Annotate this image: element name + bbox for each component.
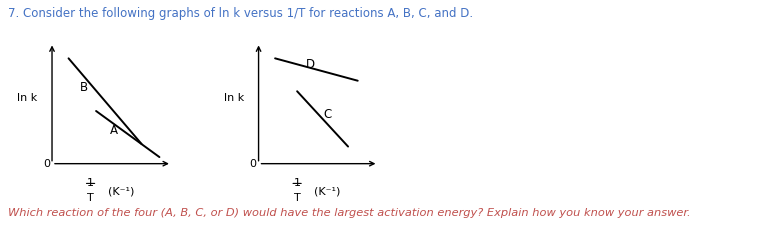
Text: D: D	[306, 58, 315, 72]
Text: 7. Consider the following graphs of ln k versus 1/T for reactions A, B, C, and D: 7. Consider the following graphs of ln k…	[8, 7, 473, 20]
Text: T: T	[294, 193, 301, 203]
Text: 0: 0	[43, 159, 50, 169]
Text: ln k: ln k	[17, 93, 37, 103]
Text: T: T	[87, 193, 94, 203]
Text: C: C	[324, 109, 331, 121]
Text: 0: 0	[249, 159, 256, 169]
Text: 1: 1	[87, 178, 94, 188]
Text: (K⁻¹): (K⁻¹)	[108, 186, 134, 196]
Text: B: B	[80, 81, 88, 94]
Text: A: A	[110, 124, 118, 137]
Text: (K⁻¹): (K⁻¹)	[314, 186, 340, 196]
Text: 1: 1	[294, 178, 301, 188]
Text: Which reaction of the four (A, B, C, or D) would have the largest activation ene: Which reaction of the four (A, B, C, or …	[8, 208, 690, 218]
Text: ln k: ln k	[223, 93, 244, 103]
